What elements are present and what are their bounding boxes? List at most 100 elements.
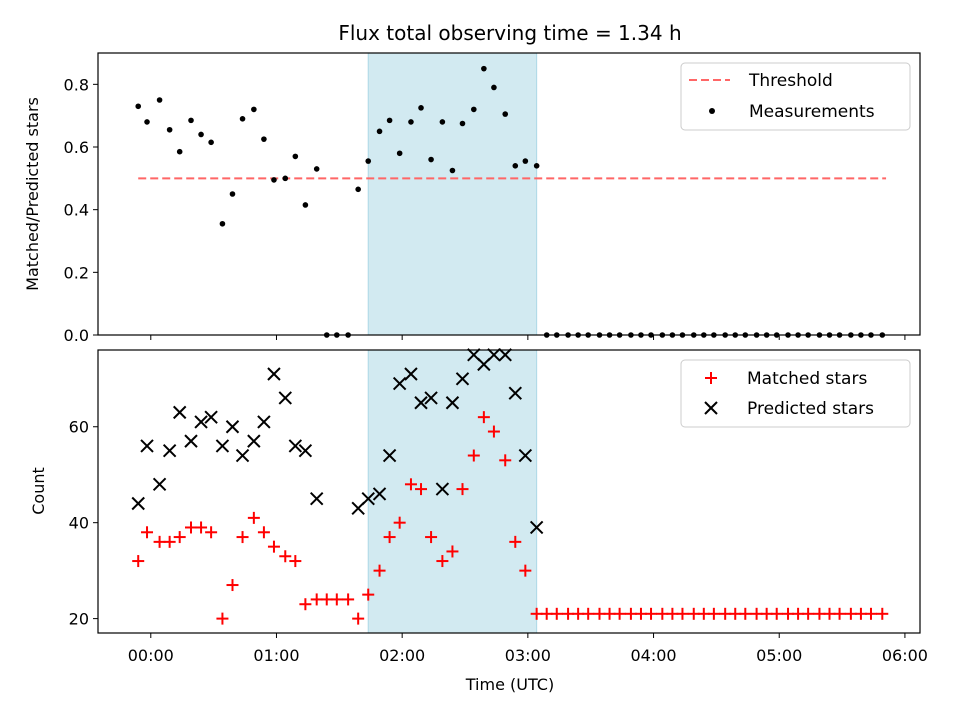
- matched-stars-series: [132, 411, 889, 625]
- predicted-star-point: [455, 372, 470, 386]
- matched-star-point: [719, 607, 732, 620]
- matched-star-point: [530, 607, 543, 620]
- matched-star-point: [550, 607, 563, 620]
- matched-star-point: [373, 564, 386, 577]
- ratio-x-ticks: [150, 335, 906, 340]
- measurement-point: [459, 120, 466, 127]
- matched-star-point: [236, 531, 249, 544]
- predicted-star-point: [194, 415, 208, 429]
- measurement-point: [261, 136, 267, 142]
- predicted-star-point: [424, 391, 438, 405]
- matched-star-point: [383, 531, 396, 544]
- x-tick-label: 02:00: [379, 646, 425, 665]
- measurement-point: [271, 177, 277, 183]
- measurement-point: [491, 84, 497, 91]
- matched-star-point: [446, 545, 459, 558]
- measurement-point: [449, 167, 456, 174]
- predicted-star-point: [508, 386, 522, 400]
- matched-star-point: [195, 521, 208, 534]
- x-tick-label: 01:00: [253, 646, 299, 665]
- matched-star-point: [393, 516, 406, 529]
- measurement-point: [481, 65, 487, 72]
- measurement-point: [156, 97, 163, 103]
- measurement-point: [533, 163, 540, 169]
- matched-star-point: [645, 607, 658, 620]
- measurement-point: [512, 163, 519, 169]
- matched-star-point: [676, 607, 689, 620]
- matched-star-point: [760, 607, 773, 620]
- predicted-star-point: [162, 444, 177, 458]
- x-axis-label: Time (UTC): [465, 675, 554, 694]
- measurement-point: [176, 148, 183, 155]
- predicted-star-point: [152, 477, 167, 492]
- count-y-ticks: 20 40 60: [69, 418, 98, 629]
- matched-star-point: [267, 540, 280, 553]
- ratio-legend-box: [680, 62, 911, 131]
- predicted-legend-label: Predicted stars: [747, 399, 874, 419]
- ratio-y-ticks: 0.0 0.2 0.4 0.6 0.8: [64, 75, 98, 345]
- measurement-point: [522, 158, 529, 164]
- y-tick-label: 0.4: [64, 201, 89, 220]
- matched-star-point: [813, 607, 826, 620]
- measurement-point: [365, 158, 372, 164]
- predicted-star-point: [131, 496, 145, 511]
- matched-star-point: [593, 607, 606, 620]
- observing-window-bottom: [367, 349, 538, 634]
- matched-star-point: [634, 607, 647, 620]
- matched-star-point: [320, 593, 333, 606]
- matched-star-point: [823, 607, 836, 620]
- count-y-axis-label: Count: [29, 467, 48, 515]
- matched-star-point: [613, 607, 626, 620]
- matched-star-point: [624, 607, 637, 620]
- predicted-star-point: [172, 405, 187, 420]
- x-tick-label: 04:00: [630, 646, 676, 665]
- ratio-panel: 0.00.20.40.60.8 Matched/Predicted stars …: [23, 52, 921, 345]
- x-tick-label: 05:00: [756, 646, 802, 665]
- predicted-star-point: [288, 439, 303, 453]
- measurement-point: [208, 139, 214, 146]
- measurement-point: [251, 106, 257, 113]
- matched-star-point: [467, 449, 480, 462]
- y-tick-label: 40: [69, 514, 89, 533]
- predicted-star-point: [361, 491, 375, 506]
- matched-star-point: [310, 593, 323, 606]
- predicted-star-point: [435, 482, 450, 496]
- matched-star-point: [425, 531, 438, 544]
- measurement-point: [471, 106, 477, 113]
- measurement-point: [418, 105, 424, 111]
- matched-star-point: [739, 607, 752, 620]
- measurement-point: [239, 116, 246, 122]
- matched-star-point: [257, 526, 270, 539]
- predicted-star-point: [487, 348, 501, 362]
- matched-star-point: [707, 607, 720, 620]
- matched-star-point: [540, 607, 553, 620]
- measurement-point: [292, 153, 299, 160]
- matched-star-point: [153, 535, 166, 548]
- matched-star-point: [477, 411, 490, 424]
- matched-star-point: [330, 593, 343, 606]
- x-tick-label: 00:00: [128, 646, 174, 665]
- matched-star-point: [141, 526, 154, 539]
- matched-star-point: [173, 531, 186, 544]
- matched-star-point: [603, 607, 616, 620]
- y-tick-label: 20: [69, 610, 89, 629]
- x-tick-label: 06:00: [882, 646, 928, 665]
- y-tick-label: 0.8: [64, 75, 89, 94]
- matched-star-point: [415, 483, 428, 496]
- measurements-legend-swatch: [709, 108, 715, 114]
- matched-star-point: [163, 535, 176, 548]
- measurement-point: [428, 156, 434, 163]
- matched-star-point: [205, 526, 218, 539]
- measurement-point: [302, 202, 309, 208]
- matched-star-point: [844, 607, 857, 620]
- matched-star-point: [247, 511, 260, 524]
- measurement-point: [313, 166, 320, 172]
- measurement-point: [355, 186, 361, 193]
- matched-star-point: [770, 607, 783, 620]
- matched-star-point: [289, 555, 302, 568]
- matched-star-point: [729, 607, 742, 620]
- matched-star-point: [226, 579, 239, 592]
- count-panel: 20 40 60 00:00 01:00 02:00 03:00 04:00 05:00 06:…: [29, 348, 928, 694]
- matched-star-point: [562, 607, 575, 620]
- matched-star-point: [487, 425, 500, 438]
